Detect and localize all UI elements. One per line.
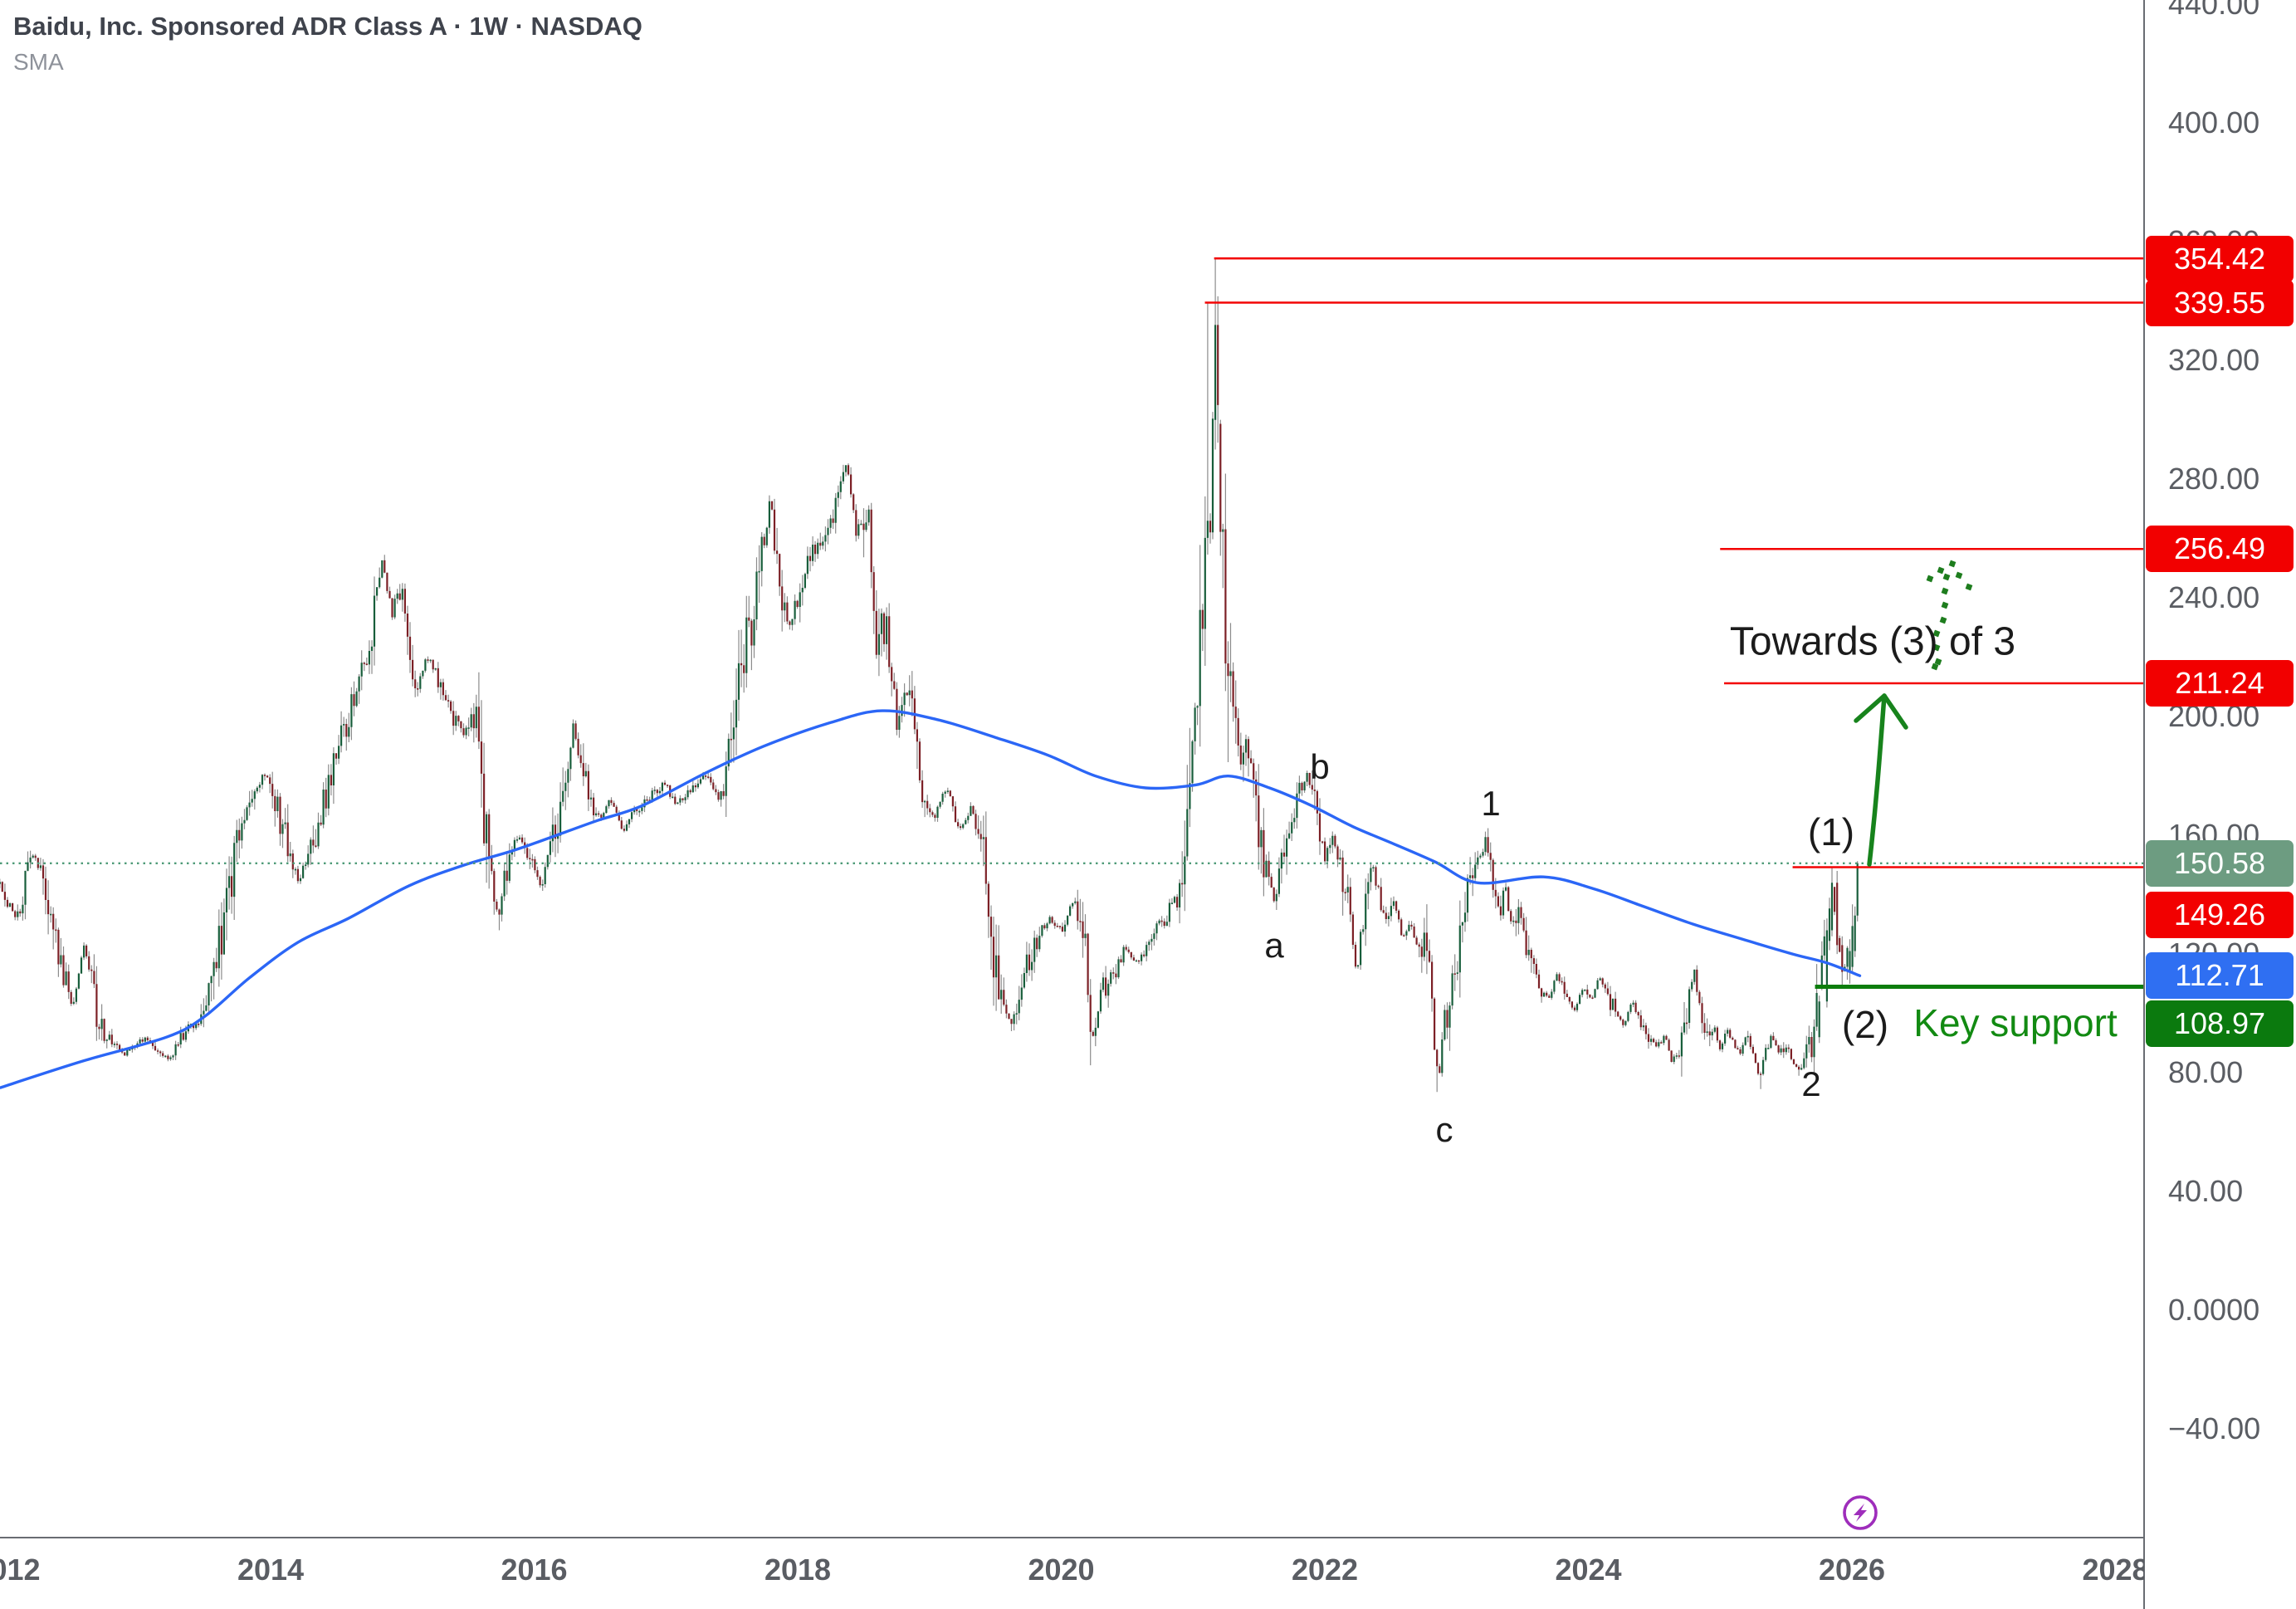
price-tick-0: 0.0000 (2168, 1293, 2260, 1327)
price-badge-112.71: 112.71 (2146, 952, 2294, 999)
time-tick-2026: 2026 (1818, 1553, 1886, 1587)
dotted-arrow-dot (1932, 643, 1941, 652)
dotted-arrow-dot (1965, 583, 1973, 591)
dotted-arrow-dot (1942, 573, 1951, 581)
dotted-arrow-dot (1948, 560, 1956, 568)
dotted-arrow-dot (1937, 566, 1945, 575)
time-tick-2022: 2022 (1291, 1553, 1359, 1587)
annotation-wave-c[interactable]: c (1435, 1110, 1453, 1149)
price-badge-256.49: 256.49 (2146, 526, 2294, 572)
annotation-wave-2[interactable]: 2 (1801, 1064, 1821, 1103)
price-tick-40: 40.00 (2168, 1174, 2244, 1209)
time-tick-2018: 2018 (764, 1553, 832, 1587)
price-tick--40: −40.00 (2168, 1411, 2261, 1445)
annotation-wave-1[interactable]: 1 (1481, 784, 1501, 823)
symbol-title: Baidu, Inc. Sponsored ADR Class A · 1W ·… (13, 12, 642, 41)
price-badge-339.55: 339.55 (2146, 280, 2294, 326)
price-badge-108.97: 108.97 (2146, 1000, 2294, 1047)
sma-line[interactable] (0, 709, 1862, 1089)
dotted-arrow-dot (1926, 575, 1934, 583)
dotted-arrow[interactable] (1926, 560, 1973, 671)
dotted-arrow-dot (1955, 571, 1963, 580)
dotted-arrow-dot (1932, 629, 1941, 638)
annotation-wave-b[interactable]: b (1310, 747, 1330, 786)
plot-area[interactable] (0, 258, 1862, 1093)
candles-up (0, 325, 1859, 1074)
annotation-key-support[interactable]: Key support (1913, 1001, 2118, 1044)
lightning-icon[interactable] (1843, 1495, 1878, 1530)
chart-header: Baidu, Inc. Sponsored ADR Class A · 1W ·… (13, 12, 642, 76)
annotation-wave-2-paren[interactable]: (2) (1841, 1003, 1889, 1046)
candles-down (1, 325, 1844, 1075)
time-tick-2028: 2028 (2082, 1553, 2144, 1587)
time-tick-2014: 2014 (237, 1553, 305, 1587)
price-badge-150.58: 150.58 (2146, 840, 2294, 887)
projection-arrow[interactable] (1867, 693, 1887, 867)
price-badge-354.42: 354.42 (2146, 236, 2294, 282)
price-tick-240: 240.00 (2168, 580, 2260, 615)
price-tick-280: 280.00 (2168, 462, 2260, 496)
time-tick-2012: 2012 (0, 1553, 41, 1587)
price-tick-400: 400.00 (2168, 105, 2260, 140)
annotation-wave-a[interactable]: a (1264, 926, 1284, 965)
projection-arrowhead (1854, 693, 1908, 730)
time-tick-2024: 2024 (1555, 1553, 1622, 1587)
candle-wicks (0, 258, 1859, 1093)
annotation-wave-1-paren[interactable]: (1) (1807, 810, 1855, 853)
dotted-arrow-dot (1941, 601, 1949, 609)
dotted-arrow-dot (1941, 587, 1949, 595)
price-badge-149.26: 149.26 (2146, 892, 2294, 938)
price-tick-440: 440.00 (2168, 0, 2260, 22)
price-tick-80: 80.00 (2168, 1055, 2244, 1090)
time-axis[interactable]: 2012 2014 2016 2018 2020 2022 2024 2026 2028 (0, 1538, 2144, 1609)
annotation-towards-3-of-3[interactable]: Towards (3) of 3 (1729, 619, 2016, 664)
indicator-label[interactable]: SMA (13, 49, 64, 75)
dotted-arrow-dot (1934, 658, 1942, 666)
dotted-arrow-dot (1939, 616, 1947, 624)
time-tick-2020: 2020 (1028, 1553, 1095, 1587)
price-tick-320: 320.00 (2168, 343, 2260, 378)
price-badge-211.24: 211.24 (2146, 660, 2294, 707)
dotted-arrow-dot (1931, 663, 1939, 671)
time-tick-2016: 2016 (501, 1553, 568, 1587)
